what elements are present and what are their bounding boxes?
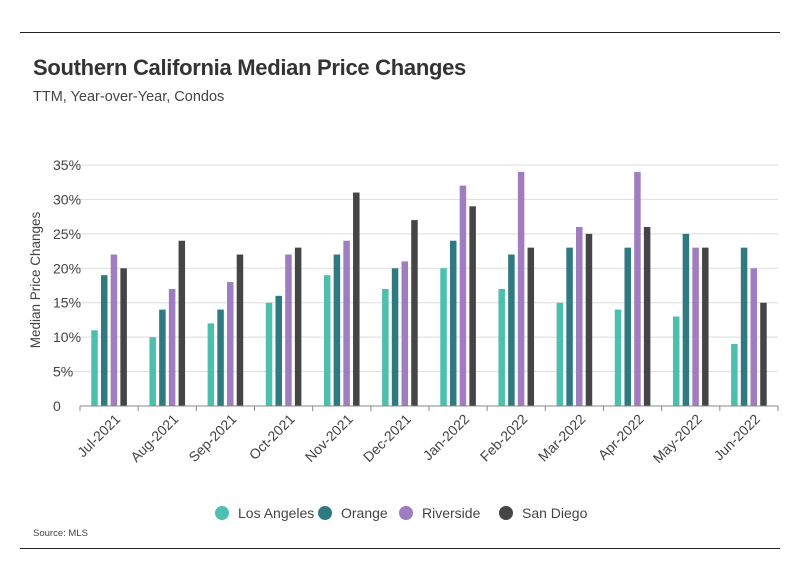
bar-san-diego-may-2022 <box>702 247 709 406</box>
y-axis-ticks: 0 5% 10% 15% 20% 25% 30% 35% <box>53 157 81 414</box>
bar-riverside-mar-2022 <box>576 226 583 406</box>
chart-title: Southern California Median Price Changes <box>33 55 466 80</box>
x-tick-label: Oct-2021 <box>246 411 298 463</box>
legend-label: Riverside <box>422 505 481 521</box>
bar-orange-jan-2022 <box>449 240 457 406</box>
x-axis <box>79 405 779 411</box>
bar-los-angeles-jun-2022 <box>731 344 738 406</box>
y-tick-label: 0 <box>53 398 61 414</box>
x-tick-label: Apr-2022 <box>595 411 647 463</box>
bar-san-diego-feb-2022 <box>527 247 535 406</box>
bar-riverside-dec-2021 <box>401 261 409 406</box>
bar-riverside-sep-2021 <box>227 282 234 406</box>
bar-riverside-may-2022 <box>692 247 699 406</box>
bar-orange-feb-2022 <box>508 254 515 406</box>
legend-swatch <box>318 506 332 520</box>
bar-riverside-oct-2021 <box>285 254 292 406</box>
bar-riverside-apr-2022 <box>634 171 641 406</box>
x-tick-label: Sep-2021 <box>185 411 239 465</box>
bar-los-angeles-sep-2021 <box>207 323 215 406</box>
bar-san-diego-apr-2022 <box>643 226 651 406</box>
bar-orange-mar-2022 <box>566 247 573 406</box>
bar-san-diego-dec-2021 <box>411 220 418 406</box>
legend-swatch <box>215 506 229 520</box>
bar-los-angeles-aug-2021 <box>149 337 156 406</box>
legend-label: Los Angeles <box>238 505 314 521</box>
legend-swatch <box>399 506 413 520</box>
y-tick-label: 25% <box>53 226 81 242</box>
y-tick-label: 30% <box>53 191 81 207</box>
bar-orange-oct-2021 <box>275 295 282 406</box>
source-note: Source: MLS <box>33 528 88 539</box>
bar-riverside-jul-2021 <box>110 254 118 406</box>
legend-item-riverside: Riverside <box>399 505 481 521</box>
bar-san-diego-mar-2022 <box>585 233 593 406</box>
bars <box>91 171 767 406</box>
bar-riverside-aug-2021 <box>168 288 176 406</box>
y-tick-label: 5% <box>53 364 73 380</box>
bar-orange-may-2022 <box>682 233 690 406</box>
bar-san-diego-jan-2022 <box>469 206 476 406</box>
legend-label: Orange <box>341 505 388 521</box>
x-tick-label: Feb-2022 <box>477 411 531 465</box>
y-tick-label: 20% <box>53 260 81 276</box>
bar-riverside-jun-2022 <box>750 268 758 406</box>
bar-los-angeles-oct-2021 <box>265 302 273 406</box>
y-tick-label: 15% <box>53 295 81 311</box>
bar-los-angeles-nov-2021 <box>323 275 331 406</box>
x-tick-label: Dec-2021 <box>360 411 414 465</box>
x-tick-label: Nov-2021 <box>302 411 356 465</box>
bar-riverside-jan-2022 <box>459 185 467 406</box>
x-tick-label: Jun-2022 <box>710 411 763 464</box>
legend: Los Angeles Orange Riverside San Diego <box>215 505 588 521</box>
bar-san-diego-jun-2022 <box>760 302 767 406</box>
bar-riverside-feb-2022 <box>517 171 525 406</box>
chart-subtitle: TTM, Year-over-Year, Condos <box>33 89 225 105</box>
y-axis-label: Median Price Changes <box>28 211 43 348</box>
bar-orange-sep-2021 <box>217 309 224 406</box>
bar-san-diego-aug-2021 <box>178 240 186 406</box>
x-tick-label: Jul-2021 <box>74 411 123 460</box>
bar-orange-nov-2021 <box>333 254 341 406</box>
y-tick-label: 10% <box>53 329 81 345</box>
y-tick-label: 35% <box>53 157 81 173</box>
bar-los-angeles-feb-2022 <box>498 288 505 406</box>
x-tick-label: Mar-2022 <box>535 411 589 465</box>
bar-los-angeles-may-2022 <box>672 316 680 406</box>
legend-label: San Diego <box>522 505 588 521</box>
bar-orange-dec-2021 <box>391 268 399 406</box>
bar-san-diego-sep-2021 <box>236 254 244 406</box>
bar-orange-aug-2021 <box>159 309 166 406</box>
legend-swatch <box>499 506 513 520</box>
bar-riverside-nov-2021 <box>343 240 350 406</box>
legend-item-orange: Orange <box>318 505 388 521</box>
bar-san-diego-oct-2021 <box>294 247 302 406</box>
bar-los-angeles-jan-2022 <box>440 268 447 406</box>
x-tick-label: Jan-2022 <box>420 411 473 464</box>
bar-orange-apr-2022 <box>624 247 631 406</box>
x-tick-label: May-2022 <box>650 411 705 466</box>
bar-san-diego-jul-2021 <box>120 268 127 406</box>
bar-orange-jul-2021 <box>100 275 108 406</box>
legend-item-los-angeles: Los Angeles <box>215 505 314 521</box>
bar-orange-jun-2022 <box>740 247 748 406</box>
bar-los-angeles-jul-2021 <box>91 330 98 406</box>
bar-san-diego-nov-2021 <box>353 192 360 406</box>
bar-los-angeles-apr-2022 <box>614 309 622 406</box>
bar-los-angeles-mar-2022 <box>556 302 564 406</box>
bar-los-angeles-dec-2021 <box>382 288 389 406</box>
bottom-rule <box>20 548 780 549</box>
legend-item-san-diego: San Diego <box>499 505 588 521</box>
x-tick-label: Aug-2021 <box>127 411 181 465</box>
top-rule <box>20 32 780 33</box>
x-axis-ticks: Jul-2021 Aug-2021 Sep-2021 Oct-2021 Nov-2021… <box>74 411 763 466</box>
